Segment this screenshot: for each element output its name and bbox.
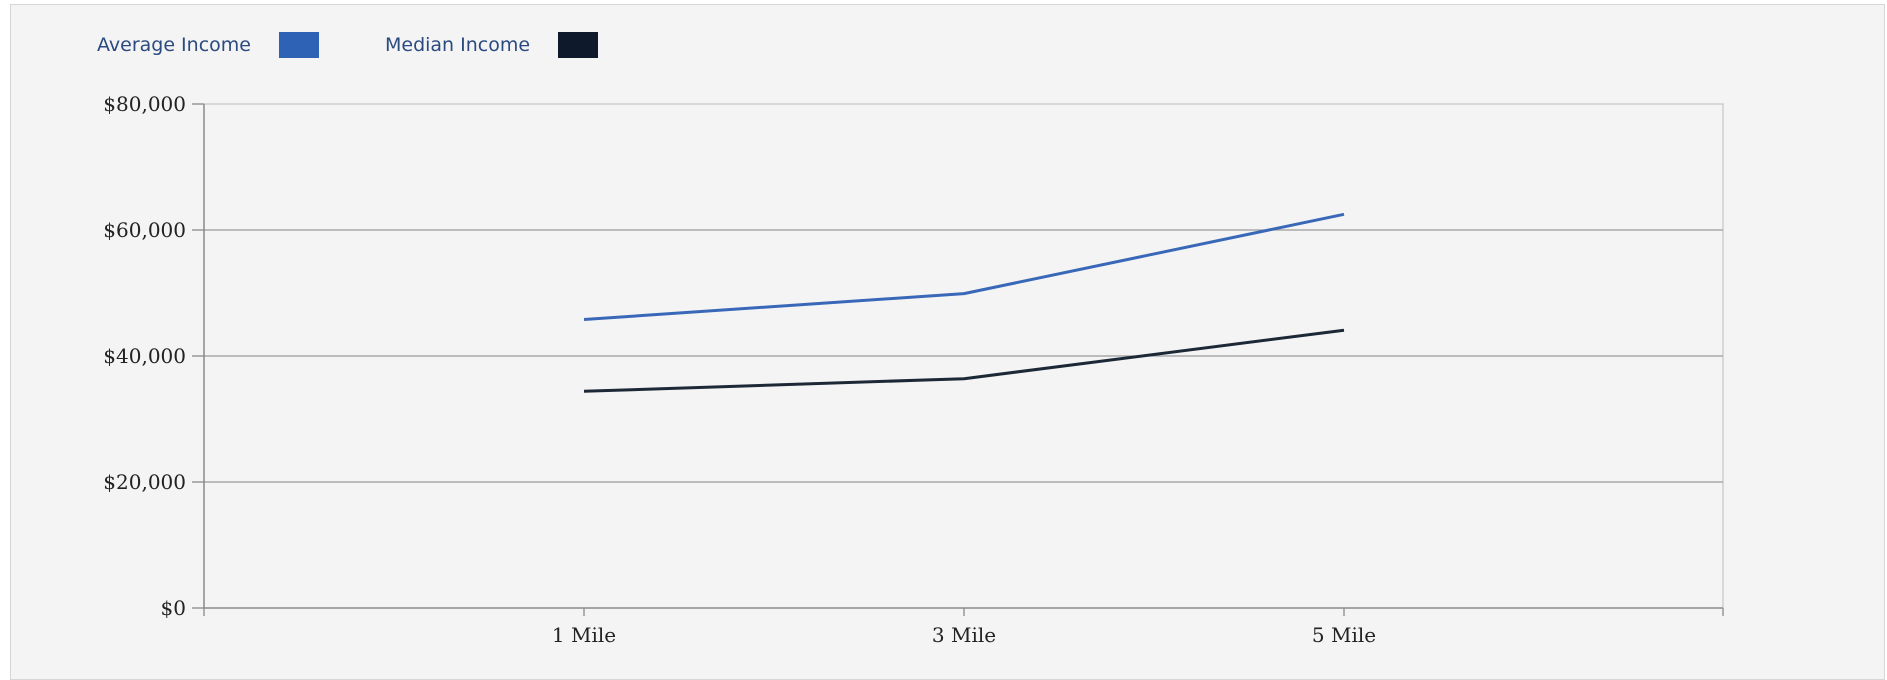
chart-panel <box>10 4 1885 680</box>
legend-item-average-income: Average Income <box>97 32 319 58</box>
legend-swatch-median-income <box>558 32 599 58</box>
x-tick-label: 3 Mile <box>932 623 996 647</box>
y-tick-label: $20,000 <box>103 470 186 494</box>
legend-label-median-income: Median Income <box>384 34 531 56</box>
x-tick-label: 1 Mile <box>552 623 616 647</box>
chart-legend: Average Income Median Income <box>97 32 664 58</box>
plot-frame <box>204 103 1724 608</box>
legend-label-average-income: Average Income <box>97 34 251 56</box>
legend-item-median-income: Median Income <box>384 32 599 58</box>
series-line-average-income <box>583 212 1345 321</box>
y-tick-label: $0 <box>161 596 186 620</box>
series-line-median-income <box>583 328 1345 393</box>
y-tick-label: $40,000 <box>103 344 186 368</box>
x-tick-label: 5 Mile <box>1312 623 1376 647</box>
y-tick-label: $60,000 <box>103 218 186 242</box>
legend-swatch-average-income <box>278 32 319 58</box>
y-tick-label: $80,000 <box>103 92 186 116</box>
